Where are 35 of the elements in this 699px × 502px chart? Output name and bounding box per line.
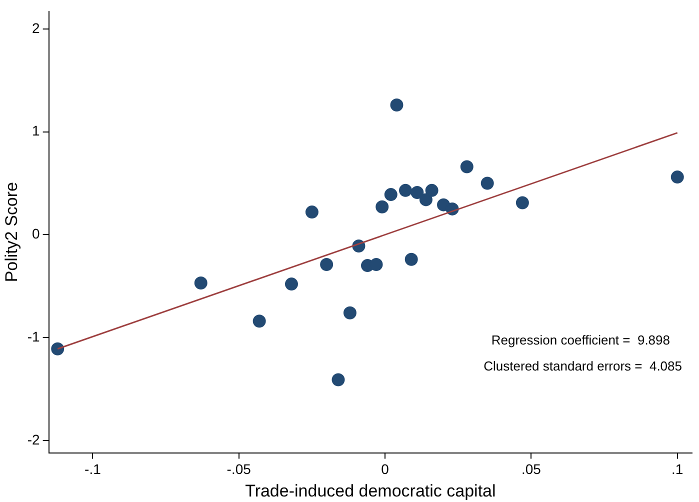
y-tick-label: -2 xyxy=(27,431,40,448)
point xyxy=(332,373,345,386)
point xyxy=(460,160,474,174)
point xyxy=(370,258,383,272)
point xyxy=(51,342,64,356)
point xyxy=(419,193,432,206)
y-tick-label: 0 xyxy=(32,226,40,242)
x-tick-label: -.05 xyxy=(226,461,252,478)
point xyxy=(194,276,208,290)
point xyxy=(320,258,334,272)
point xyxy=(305,206,318,219)
point xyxy=(480,176,494,190)
x-axis-title: Trade-induced democratic capital xyxy=(245,481,496,500)
annotation: Clustered standard errors = 4.085 xyxy=(484,358,682,374)
point xyxy=(390,98,404,112)
point xyxy=(343,306,356,320)
y-axis-title: Polity2 Score xyxy=(2,182,21,282)
x-tick-label: .05 xyxy=(521,461,542,478)
point xyxy=(376,200,389,214)
x-tick-label: -.1 xyxy=(84,461,102,478)
point xyxy=(516,196,529,210)
point xyxy=(284,278,298,291)
y-tick-label: 2 xyxy=(32,20,40,36)
point xyxy=(670,170,684,184)
annotation: Regression coefficient = 9.898 xyxy=(491,332,670,348)
x-tick-label: 0 xyxy=(381,461,390,478)
y-tick-label: -1 xyxy=(27,328,40,344)
y-tick-label: 1 xyxy=(32,122,40,139)
point xyxy=(404,252,418,266)
point xyxy=(410,186,424,199)
x-tick-label: .1 xyxy=(672,461,684,478)
point xyxy=(384,188,398,202)
point xyxy=(425,184,438,197)
point xyxy=(399,184,412,197)
point xyxy=(252,314,266,328)
